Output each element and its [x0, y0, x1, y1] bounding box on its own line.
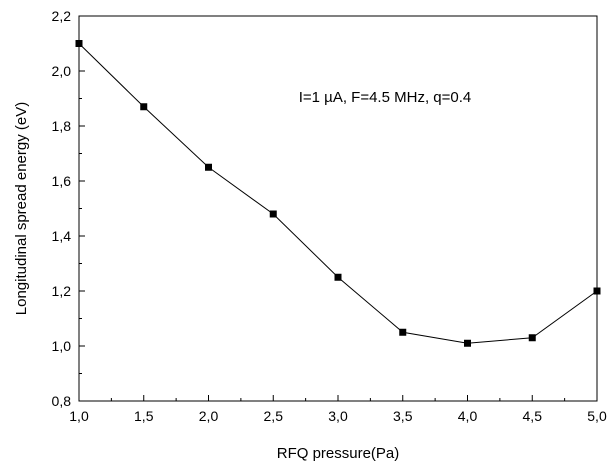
- x-axis-tick-labels: 1,0 1,5 2,0 2,5 3,0 3,5 4,0 4,5 5,0: [69, 408, 607, 424]
- y-tick-label: 1,4: [52, 228, 72, 244]
- x-tick-label: 1,5: [134, 408, 154, 424]
- x-axis-label: RFQ pressure(Pa): [277, 445, 400, 462]
- data-point-marker: [399, 328, 407, 336]
- y-tick-label: 1,6: [52, 173, 72, 189]
- x-tick-label: 3,5: [393, 408, 413, 424]
- y-tick-label: 2,0: [52, 63, 72, 79]
- plot-area: [78, 15, 598, 402]
- data-point-marker: [464, 339, 471, 347]
- plot-frame: [78, 15, 598, 402]
- chart-annotation: I=1 µA, F=4.5 MHz, q=0.4: [299, 89, 471, 106]
- y-tick-label: 1,8: [52, 118, 72, 134]
- y-axis-ticks: [79, 15, 85, 402]
- data-point-marker: [334, 273, 342, 281]
- x-tick-label: 2,0: [199, 408, 219, 424]
- data-point-marker: [75, 40, 83, 47]
- y-tick-label: 2,2: [52, 8, 72, 24]
- y-tick-label: 1,2: [52, 283, 72, 299]
- x-tick-label: 5,0: [587, 408, 607, 424]
- y-tick-label: 0,8: [52, 393, 72, 409]
- data-point-marker: [528, 334, 536, 342]
- x-tick-label: 1,0: [69, 408, 89, 424]
- y-axis-tick-labels: 0,8 1,0 1,2 1,4 1,6 1,8 2,0 2,2: [52, 8, 72, 409]
- y-axis-label: Longitudinal spread energy (eV): [13, 102, 30, 315]
- data-point-marker: [205, 163, 212, 171]
- data-point-marker: [140, 103, 148, 111]
- x-axis-ticks: [78, 395, 598, 401]
- data-point-marker: [269, 210, 277, 218]
- x-tick-label: 2,5: [264, 408, 284, 424]
- y-tick-label: 1,0: [52, 338, 72, 354]
- series-markers: [75, 40, 601, 347]
- data-point-marker: [593, 287, 601, 295]
- x-tick-label: 3,0: [328, 408, 348, 424]
- x-tick-label: 4,0: [458, 408, 478, 424]
- x-tick-label: 4,5: [523, 408, 543, 424]
